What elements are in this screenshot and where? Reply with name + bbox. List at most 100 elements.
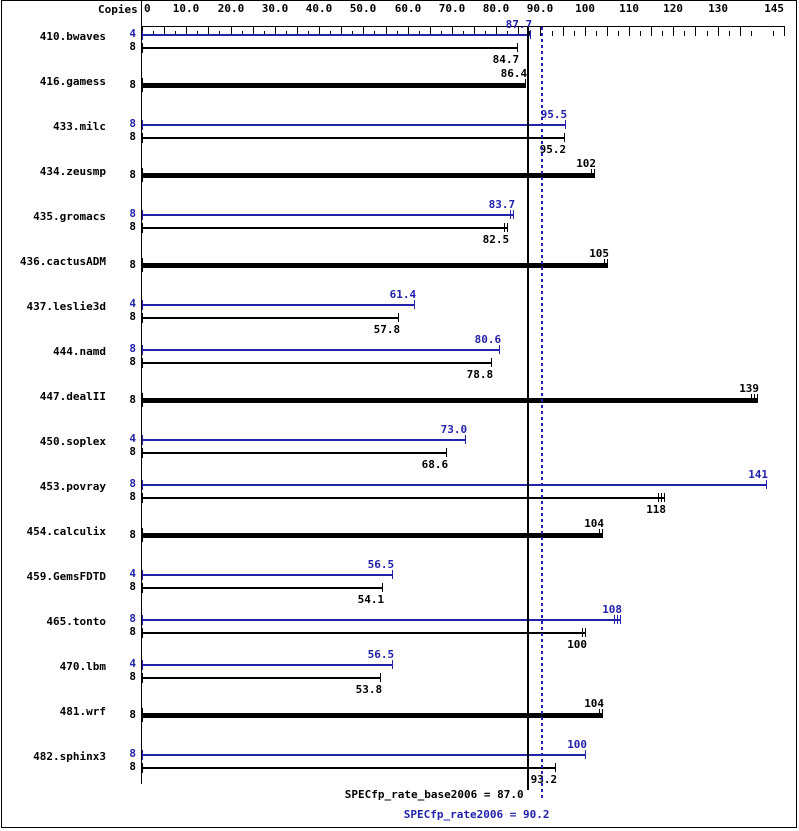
- bar-value-label-peak: 100: [567, 738, 588, 751]
- bar-end-tick: [661, 493, 662, 502]
- x-tick-minor: [751, 31, 752, 36]
- x-tick-label: 110: [619, 2, 639, 15]
- x-tick-minor: [474, 27, 475, 36]
- x-tick-label: 0: [144, 2, 151, 15]
- x-tick-label: 10.0: [172, 2, 200, 15]
- bar-value-label-base: 82.5: [482, 233, 510, 246]
- bar-base: [142, 47, 518, 49]
- copies-value-peak: 8: [129, 747, 136, 760]
- x-tick-minor: [552, 31, 553, 36]
- bar-end-tick: [555, 763, 556, 772]
- bar-base: [142, 227, 508, 229]
- benchmark-name: 437.leslie3d: [26, 300, 106, 313]
- bar-value-label: 102: [576, 157, 597, 170]
- benchmark-name-cell: 482.sphinx3: [0, 750, 106, 772]
- x-tick-minor: [197, 31, 198, 36]
- copies-value-base: 8: [129, 760, 136, 773]
- bar-end-tick: [607, 259, 608, 268]
- copies-value-base: 8: [129, 490, 136, 503]
- benchmark-name: 459.GemsFDTD: [26, 570, 106, 583]
- bar-value-label-peak: 80.6: [474, 333, 502, 346]
- benchmark-name: 435.gromacs: [33, 210, 106, 223]
- benchmark-name-cell: 437.leslie3d: [0, 300, 106, 322]
- copies-value-base: 8: [129, 130, 136, 143]
- benchmark-name: 436.cactusADM: [19, 255, 106, 268]
- x-tick-minor: [219, 31, 220, 36]
- bar-end-tick: [620, 615, 621, 624]
- x-tick-label: 50.0: [349, 2, 377, 15]
- copies-value: 8: [129, 168, 136, 181]
- x-tick-minor: [618, 31, 619, 36]
- bar-end-tick: [604, 259, 605, 268]
- x-tick-minor: [208, 27, 209, 36]
- benchmark-name: 454.calculix: [26, 525, 106, 538]
- bar-value-label-peak: 87.7: [505, 18, 533, 31]
- bar-end-tick: [565, 120, 566, 129]
- copies-value-peak: 4: [129, 297, 136, 310]
- x-tick-minor: [374, 31, 375, 36]
- x-tick-major: [231, 27, 232, 36]
- bar-end-tick: [382, 583, 383, 592]
- copies-value: 8: [129, 78, 136, 91]
- bar-end-tick: [766, 480, 767, 489]
- copies-value-base: 8: [129, 580, 136, 593]
- x-tick-major: [784, 27, 785, 36]
- benchmark-name: 482.sphinx3: [33, 750, 106, 763]
- x-tick-label: 40.0: [305, 2, 333, 15]
- bar-peak: [142, 304, 414, 306]
- x-tick-minor: [740, 27, 741, 36]
- benchmark-name: 434.zeusmp: [39, 165, 106, 178]
- bar-value-label-base: 84.7: [492, 53, 520, 66]
- bar-value-label-base: 95.2: [539, 143, 567, 156]
- x-tick-label: 120: [663, 2, 683, 15]
- bar-peak: [142, 34, 531, 36]
- bar-peak: [142, 484, 767, 486]
- bar-value-label-base: 118: [646, 503, 667, 516]
- x-tick-minor: [607, 27, 608, 36]
- x-tick-minor: [463, 31, 464, 36]
- bar-end-tick: [585, 628, 586, 637]
- x-tick-label: 90.0: [526, 2, 554, 15]
- copies-value-peak: 8: [129, 477, 136, 490]
- bar-end-tick: [510, 210, 511, 219]
- x-tick-major: [186, 27, 187, 36]
- benchmark-name: 416.gamess: [39, 75, 106, 88]
- bar-value-label-peak: 83.7: [488, 198, 516, 211]
- x-tick-minor: [707, 31, 708, 36]
- copies-value-peak: 8: [129, 117, 136, 130]
- bar-value-label-base: 78.8: [466, 368, 494, 381]
- bar-base: [142, 362, 491, 364]
- x-tick-major: [540, 27, 541, 36]
- y-axis-line: [141, 0, 142, 784]
- x-tick-minor: [441, 31, 442, 36]
- bar-base-peak: [142, 173, 594, 178]
- copies-value-base: 8: [129, 670, 136, 683]
- bar-peak: [142, 574, 393, 576]
- bar-end-tick: [658, 493, 659, 502]
- bar-end-tick: [392, 570, 393, 579]
- bar-peak: [142, 214, 513, 216]
- reference-line-peak: [541, 27, 543, 800]
- bar-end-tick: [591, 169, 592, 178]
- copies-value-base: 8: [129, 625, 136, 638]
- x-tick-label: 100: [575, 2, 595, 15]
- benchmark-name-cell: 450.soplex: [0, 435, 106, 457]
- x-tick-minor: [308, 31, 309, 36]
- x-tick-minor: [242, 31, 243, 36]
- x-tick-minor: [297, 27, 298, 36]
- bar-peak: [142, 754, 585, 756]
- copies-value-base: 8: [129, 445, 136, 458]
- bar-end-tick: [530, 30, 531, 39]
- reference-line-base: [527, 27, 529, 790]
- benchmark-name: 447.dealII: [39, 390, 106, 403]
- copies-value-peak: 4: [129, 432, 136, 445]
- x-tick-label: 145: [764, 2, 785, 15]
- bar-value-label-base: 93.2: [530, 773, 558, 786]
- benchmark-name-cell: 454.calculix: [0, 525, 106, 547]
- bar-value-label-peak: 95.5: [540, 108, 568, 121]
- x-tick-minor: [563, 27, 564, 36]
- copies-column-header: Copies: [98, 3, 138, 16]
- bar-base: [142, 677, 381, 679]
- copies-value-peak: 8: [129, 612, 136, 625]
- benchmark-name-cell: 410.bwaves: [0, 30, 106, 52]
